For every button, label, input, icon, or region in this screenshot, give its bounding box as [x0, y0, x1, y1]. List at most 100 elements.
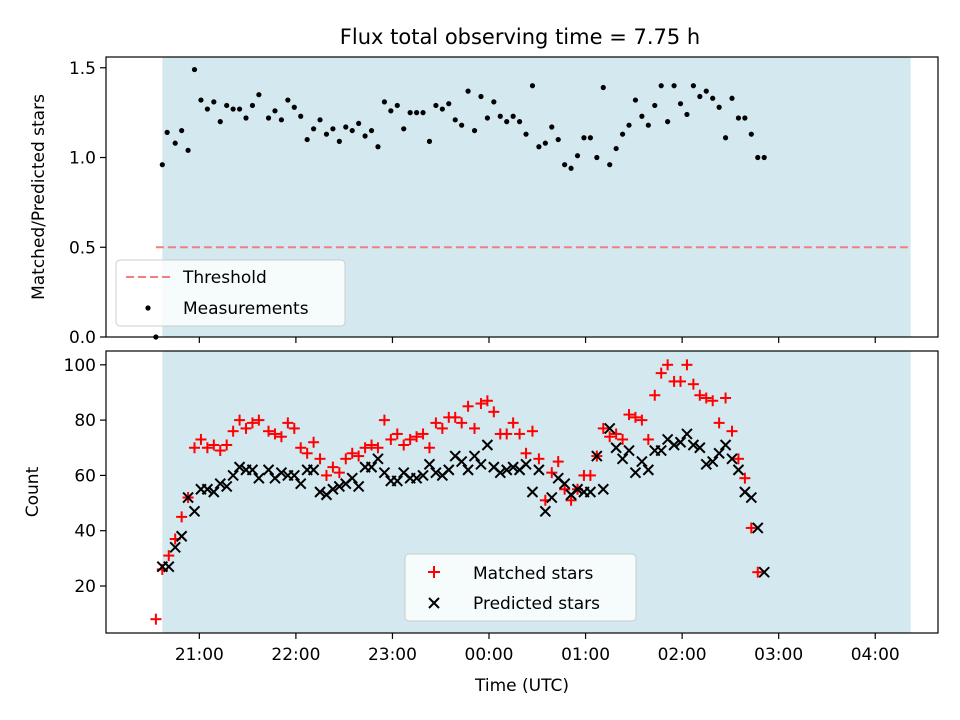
legend-predicted-swatch — [428, 597, 440, 609]
matched-star-point — [430, 417, 442, 429]
predicted-star-point — [307, 464, 320, 476]
predicted-star-point — [681, 428, 693, 440]
measurement-point — [710, 95, 716, 101]
predicted-star-point — [636, 455, 648, 468]
matched-star-point — [221, 439, 233, 451]
matched-star-point — [456, 417, 468, 429]
matched-star-point — [436, 422, 448, 434]
x-tick-label: 21:00 — [175, 645, 224, 665]
matched-star-point — [694, 389, 706, 401]
measurement-point — [368, 127, 375, 134]
matched-star-point — [320, 469, 332, 481]
predicted-star-point — [417, 469, 429, 482]
predicted-star-point — [346, 472, 358, 484]
measurement-point — [291, 104, 297, 110]
matched-star-point — [565, 494, 577, 506]
measurement-point — [523, 131, 529, 137]
x-tick-label: 00:00 — [465, 645, 514, 665]
y-tick-label: 1.5 — [69, 59, 96, 79]
measurement-point — [491, 99, 497, 105]
matched-star-point — [629, 411, 641, 423]
measurement-point — [265, 115, 272, 121]
matched-star-point — [610, 428, 622, 440]
matched-star-point — [214, 445, 226, 457]
predicted-star-point — [246, 464, 259, 476]
predicted-star-points — [156, 422, 770, 578]
predicted-star-point — [462, 464, 474, 476]
matched-star-point — [526, 425, 538, 437]
measurement-point — [249, 102, 256, 109]
matched-star-point — [372, 442, 384, 454]
predicted-star-point — [327, 483, 339, 495]
ratio-legend: Threshold Measurements — [115, 259, 346, 327]
predicted-star-point — [732, 464, 745, 476]
predicted-star-point — [520, 458, 532, 471]
measurement-point — [748, 131, 754, 137]
predicted-star-point — [674, 436, 687, 448]
count-panel: 20 40 60 80 100 21:00 22:00 23:00 00:00 01:00 02:… — [23, 350, 939, 696]
matched-star-point — [391, 428, 403, 440]
measurement-point — [497, 113, 503, 119]
measurement-point — [529, 83, 536, 89]
predicted-star-point — [481, 439, 494, 451]
measurement-point — [217, 119, 223, 125]
figure-title: Flux total observing time = 7.75 h — [340, 25, 700, 49]
predicted-star-point — [214, 477, 226, 490]
matched-star-point — [745, 522, 757, 534]
measurement-point — [185, 147, 191, 153]
y-tick-label: 60 — [74, 466, 96, 486]
measurement-point — [459, 122, 465, 128]
legend-threshold-label: Threshold — [182, 268, 267, 288]
matched-star-point — [707, 395, 719, 407]
predicted-star-point — [668, 439, 680, 451]
measurement-point — [304, 136, 310, 143]
predicted-star-point — [706, 455, 719, 468]
measurement-point — [310, 126, 317, 132]
measurement-point — [317, 117, 323, 123]
x-tick-label: 22:00 — [271, 645, 320, 665]
measurement-point — [330, 126, 336, 132]
predicted-star-point — [546, 491, 558, 504]
matched-star-point — [552, 456, 564, 468]
matched-star-point — [275, 431, 287, 443]
matched-star-point — [507, 417, 519, 429]
x-axis-label: Time (UTC) — [474, 676, 569, 696]
matched-star-point — [340, 453, 352, 465]
matched-star-point — [301, 447, 313, 459]
measurement-point — [256, 92, 262, 98]
measurement-point — [336, 138, 342, 144]
predicted-star-point — [494, 466, 506, 479]
measurement-point — [484, 115, 491, 121]
matched-star-point — [417, 428, 429, 440]
matched-star-point — [308, 436, 320, 448]
measurement-point — [504, 119, 510, 125]
measurement-point — [471, 127, 478, 134]
ratio-legend-box — [115, 259, 346, 327]
legend-predicted-label: Predicted stars — [473, 594, 600, 614]
measurement-point — [542, 140, 548, 146]
measurement-point — [278, 117, 285, 123]
measurement-point — [742, 115, 748, 121]
matched-star-point — [636, 414, 648, 426]
count-y-axis-label: Count — [23, 466, 43, 517]
measurement-point — [381, 99, 388, 105]
measurement-point — [375, 144, 381, 150]
predicted-star-point — [623, 444, 635, 457]
measurement-point — [446, 101, 452, 107]
measurement-point — [191, 66, 198, 73]
matched-star-point — [662, 359, 674, 371]
measurement-point — [562, 162, 568, 168]
matched-star-point — [263, 425, 275, 437]
predicted-star-point — [333, 480, 346, 493]
ratio-y-axis-label: Matched/Predicted stars — [29, 94, 49, 300]
matched-star-point — [475, 398, 487, 410]
predicted-star-point — [610, 442, 622, 454]
matched-star-point — [617, 433, 629, 445]
matched-star-point — [481, 395, 493, 407]
predicted-star-point — [314, 486, 326, 498]
count-panel-frame — [105, 350, 939, 634]
predicted-star-point — [391, 475, 403, 487]
predicted-star-point — [220, 480, 233, 493]
measurement-point — [600, 84, 606, 91]
measurement-point — [356, 120, 362, 127]
